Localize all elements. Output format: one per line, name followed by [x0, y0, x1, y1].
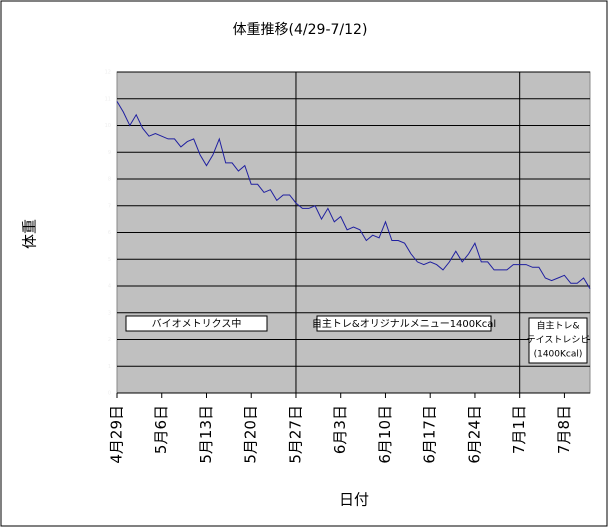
y-tick-label: 2: [108, 337, 111, 343]
x-tick-label: 4月29日: [108, 405, 126, 464]
x-tick-label: 7月1日: [510, 405, 528, 454]
y-tick-label: 4: [108, 284, 111, 290]
y-tick-label: 9: [108, 150, 111, 156]
x-axis-label: 日付: [339, 491, 369, 509]
weight-line: [116, 101, 591, 289]
x-tick-label: 6月10日: [376, 405, 394, 464]
y-tick-label: 6: [108, 230, 111, 236]
y-tick-label: 1: [108, 364, 111, 370]
y-tick-label: 0: [108, 391, 111, 397]
annotation-text: (1400Kcal): [534, 350, 583, 360]
x-tick-label: 5月27日: [286, 405, 304, 464]
x-tick-label: 6月17日: [421, 405, 439, 464]
chart-title: 体重推移(4/29-7/12): [233, 22, 368, 38]
y-tick-label: 8: [108, 177, 111, 183]
x-tick-label: 5月13日: [197, 405, 215, 464]
y-axis-label: 体重: [21, 219, 39, 249]
x-tick-label: 6月3日: [331, 405, 349, 454]
annotation-text: 自主トレ&オリジナルメニュー1400Kcal: [312, 317, 496, 330]
annotation-box: [528, 317, 588, 364]
x-tick-label: 5月20日: [242, 405, 260, 464]
y-tick-label: 10: [105, 123, 111, 129]
annotation-box: [125, 315, 268, 332]
y-tick-label: 3: [108, 310, 111, 316]
annotation-text: バイオメトリクス中: [152, 317, 242, 330]
annotation-text: テイストレシピ: [527, 335, 590, 346]
y-tick-label: 5: [108, 257, 111, 263]
y-tick-label: 7: [108, 203, 111, 209]
x-tick-label: 6月24日: [465, 405, 483, 464]
x-tick-label: 7月8日: [555, 405, 573, 454]
annotation-box: [316, 315, 492, 332]
x-tick-label: 5月6日: [152, 405, 170, 454]
y-tick-label: 12: [105, 70, 111, 76]
y-tick-label: 11: [105, 96, 111, 102]
annotation-text: 自主トレ&: [536, 320, 579, 332]
